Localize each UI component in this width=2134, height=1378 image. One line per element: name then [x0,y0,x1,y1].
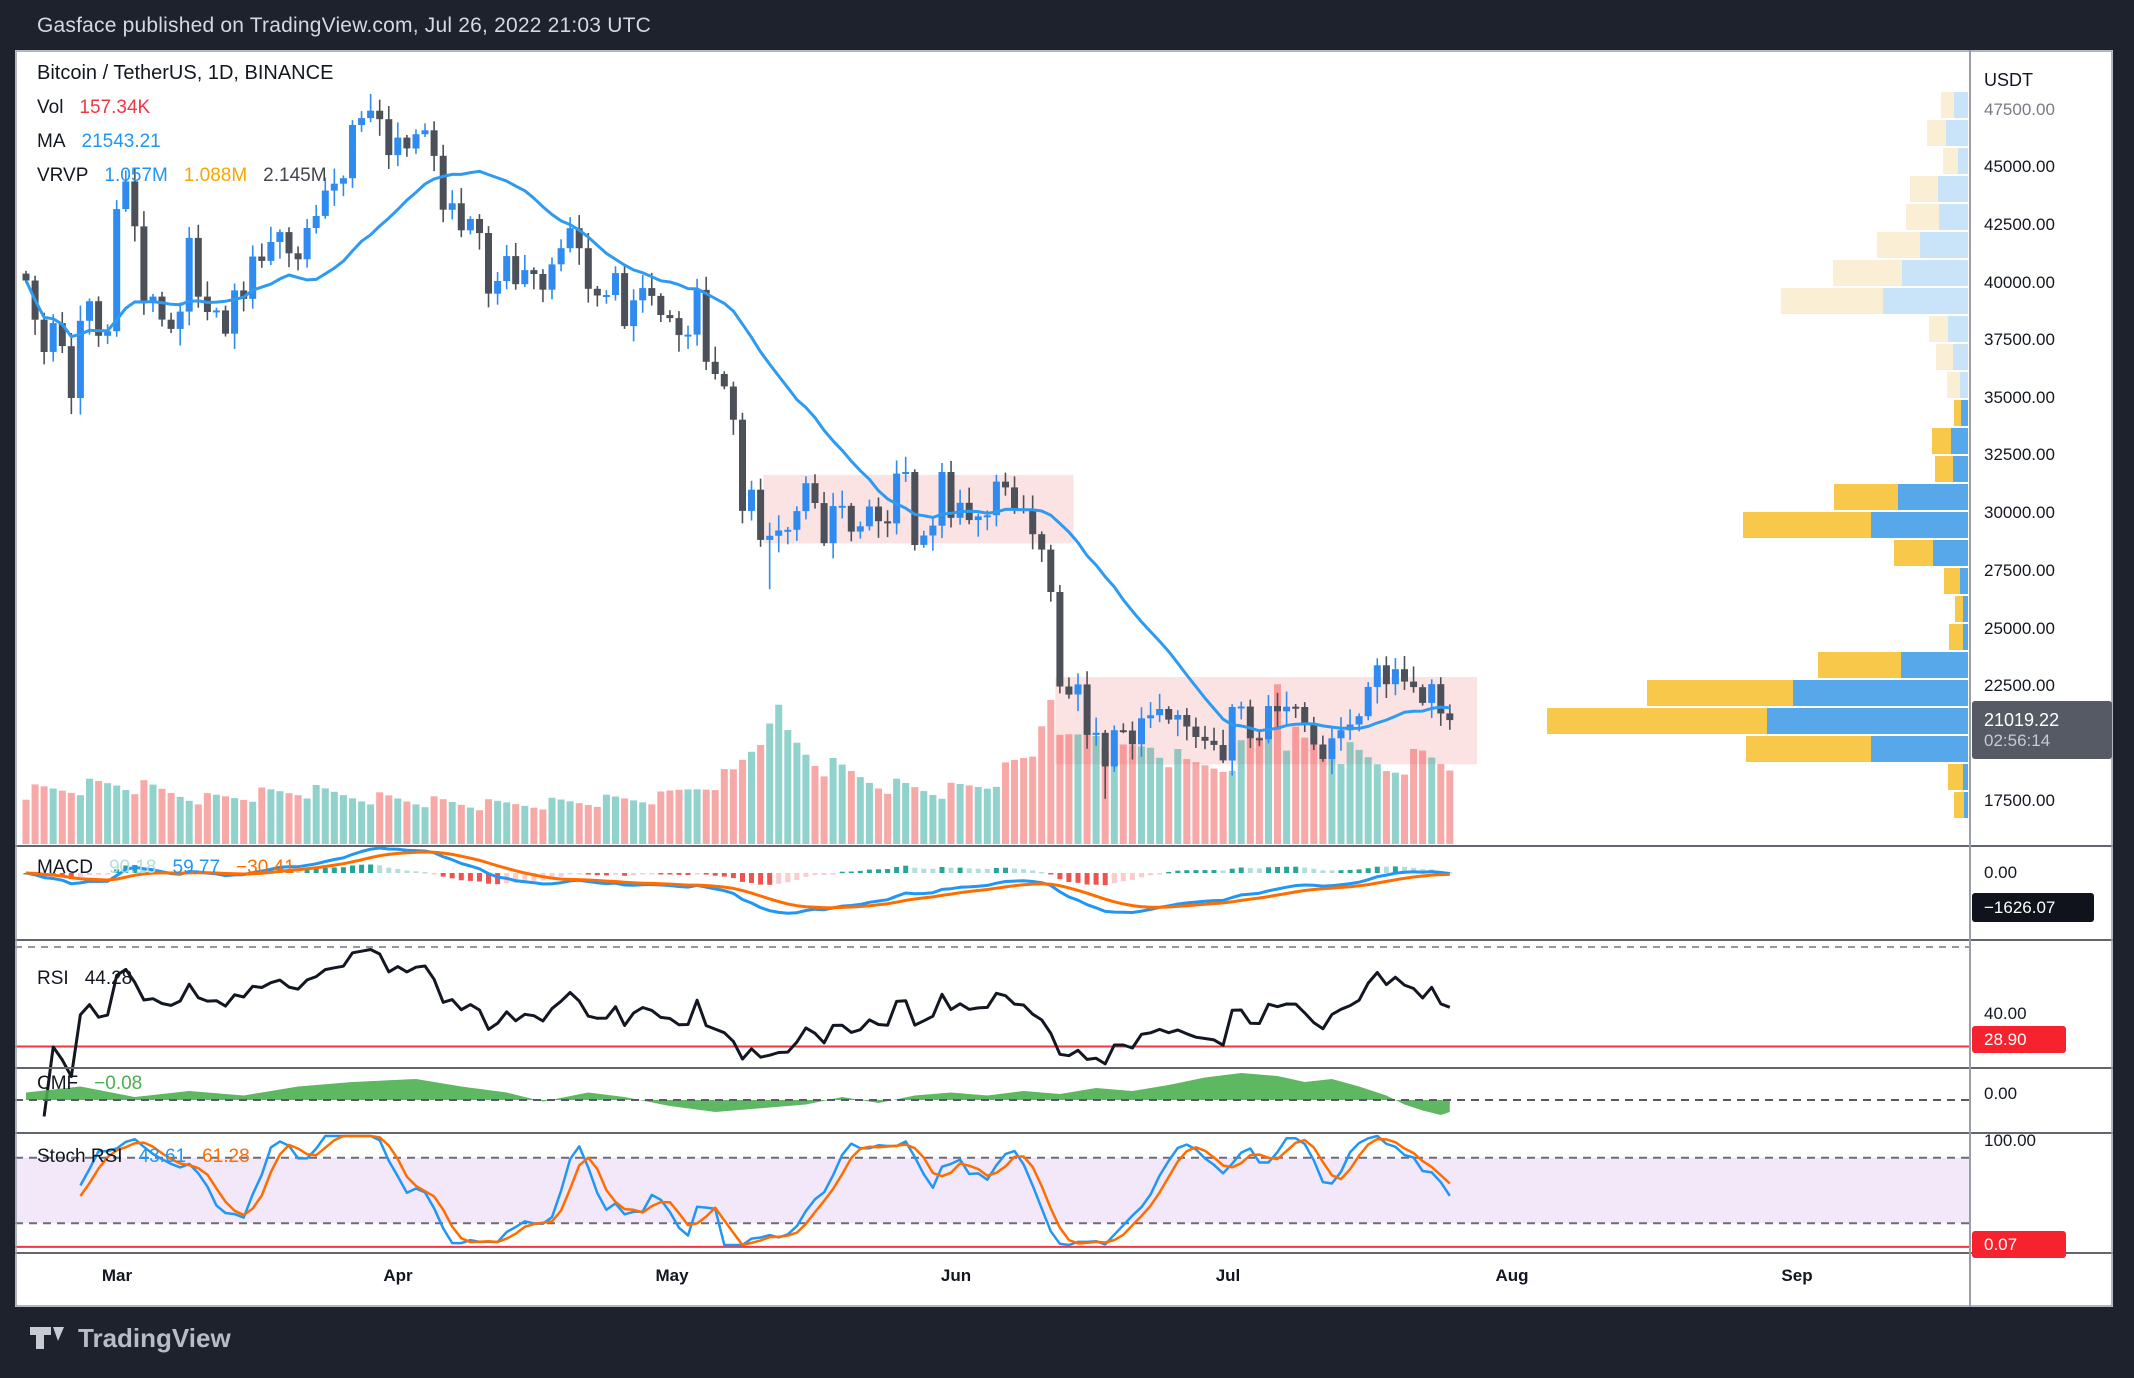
price-label: 17500.00 [1984,791,2055,810]
last-price: 21019.22 [1984,709,2060,730]
symbol-legend[interactable]: Bitcoin / TetherUS, 1D, BINANCE [37,62,333,85]
cmf-value: −0.08 [94,1073,143,1094]
stoch-tag-text: 0.07 [1984,1234,2018,1254]
tradingview-wordmark: TradingView [78,1322,231,1353]
price-label: 40000.00 [1984,273,2055,292]
macd-signal-value: −30.41 [236,857,295,878]
stoch-label: Stoch RSI [37,1146,123,1167]
snapshot-attribution: Gasface published on TradingView.com, Ju… [37,14,651,37]
price-label: 25000.00 [1984,619,2055,638]
stoch-level-tag: 0.07 [1972,1231,2066,1258]
vrvp-label: VRVP [37,165,89,186]
month-label-jul: Jul [1215,1266,1241,1285]
month-label-apr: Apr [383,1266,413,1285]
cmf-label: CMF [37,1073,79,1094]
axis-currency: USDT [1984,70,2033,90]
rsi-level-tag: 28.90 [1972,1026,2066,1053]
vol-label: Vol [37,97,64,118]
macd-line-value: 59.77 [172,857,221,878]
macd-hist-value: 90.18 [108,857,157,878]
chart-plot-area[interactable] [15,50,2113,1307]
price-label: 32500.00 [1984,445,2055,464]
rsi-40-label: 40.00 [1984,1004,2027,1023]
vrvp-value-1: 1.057M [104,165,168,186]
macd-value-tag: −1626.07 [1972,893,2094,922]
rsi-legend[interactable]: RSI 44.28 [37,968,132,990]
price-label: 27500.00 [1984,561,2055,580]
cmf-legend[interactable]: CMF −0.08 [37,1073,142,1095]
price-label: 42500.00 [1984,215,2055,234]
macd-label: MACD [37,857,93,878]
vrvp-value-3: 2.145M [263,165,327,186]
vol-value: 157.34K [79,97,151,118]
ma-value: 21543.21 [81,131,161,152]
price-label: 35000.00 [1984,388,2055,407]
stoch-d-value: 61.28 [202,1146,250,1167]
rsi-label: RSI [37,968,69,989]
price-label: 47500.00 [1984,100,2055,119]
price-label: 30000.00 [1984,503,2055,522]
ma-legend[interactable]: MA 21543.21 [37,131,161,153]
price-label: 45000.00 [1984,157,2055,176]
vrvp-legend[interactable]: VRVP 1.057M 1.088M 2.145M [37,165,327,187]
cmf-zero-label: 0.00 [1984,1084,2018,1103]
volume-legend[interactable]: Vol 157.34K [37,97,150,119]
tradingview-logo[interactable]: TradingView [30,1322,231,1354]
rsi-value: 44.28 [84,968,133,989]
macd-legend[interactable]: MACD 90.18 59.77 −30.41 [37,857,295,879]
stoch-k-value: 43.61 [138,1146,187,1167]
price-label: 22500.00 [1984,676,2055,695]
month-label-may: May [655,1266,689,1285]
macd-zero-label: 0.00 [1984,863,2018,882]
last-price-tag: 21019.22 02:56:14 [1972,701,2112,759]
price-label: 37500.00 [1984,330,2055,349]
vrvp-value-2: 1.088M [183,165,248,186]
stoch-100-label: 100.00 [1984,1131,2036,1150]
month-label-mar: Mar [101,1266,133,1285]
rsi-tag-text: 28.90 [1984,1029,2027,1049]
month-label-jun: Jun [940,1266,972,1285]
symbol-title: Bitcoin / TetherUS, 1D, BINANCE [37,62,334,84]
month-label-sep: Sep [1781,1266,1813,1285]
bar-countdown: 02:56:14 [1984,730,2051,750]
tradingview-logo-icon [30,1327,64,1349]
macd-tag-text: −1626.07 [1984,897,2056,917]
ma-label: MA [37,131,66,152]
month-label-aug: Aug [1495,1266,1529,1285]
stoch-legend[interactable]: Stoch RSI 43.61 61.28 [37,1146,250,1168]
